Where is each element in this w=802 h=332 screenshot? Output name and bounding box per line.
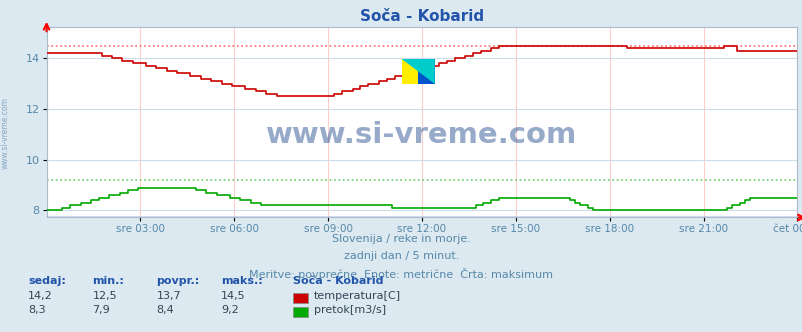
- Bar: [401, 59, 418, 84]
- Text: 9,2: 9,2: [221, 305, 238, 315]
- Bar: [418, 59, 434, 84]
- Text: Meritve: povprečne  Enote: metrične  Črta: maksimum: Meritve: povprečne Enote: metrične Črta:…: [249, 268, 553, 280]
- Text: Slovenija / reke in morje.: Slovenija / reke in morje.: [332, 234, 470, 244]
- Text: www.si-vreme.com: www.si-vreme.com: [266, 122, 577, 149]
- Polygon shape: [401, 59, 434, 84]
- Text: 8,4: 8,4: [156, 305, 174, 315]
- Text: 14,2: 14,2: [28, 291, 53, 301]
- Text: maks.:: maks.:: [221, 276, 262, 286]
- Text: temperatura[C]: temperatura[C]: [314, 291, 400, 301]
- Text: pretok[m3/s]: pretok[m3/s]: [314, 305, 386, 315]
- Text: 13,7: 13,7: [156, 291, 181, 301]
- Text: 7,9: 7,9: [92, 305, 110, 315]
- Text: sedaj:: sedaj:: [28, 276, 66, 286]
- Text: Soča - Kobarid: Soča - Kobarid: [293, 276, 383, 286]
- Text: 14,5: 14,5: [221, 291, 245, 301]
- Text: zadnji dan / 5 minut.: zadnji dan / 5 minut.: [343, 251, 459, 261]
- Text: www.si-vreme.com: www.si-vreme.com: [1, 97, 10, 169]
- Text: 12,5: 12,5: [92, 291, 117, 301]
- Text: povpr.:: povpr.:: [156, 276, 200, 286]
- Text: min.:: min.:: [92, 276, 124, 286]
- Title: Soča - Kobarid: Soča - Kobarid: [359, 9, 484, 24]
- Text: 8,3: 8,3: [28, 305, 46, 315]
